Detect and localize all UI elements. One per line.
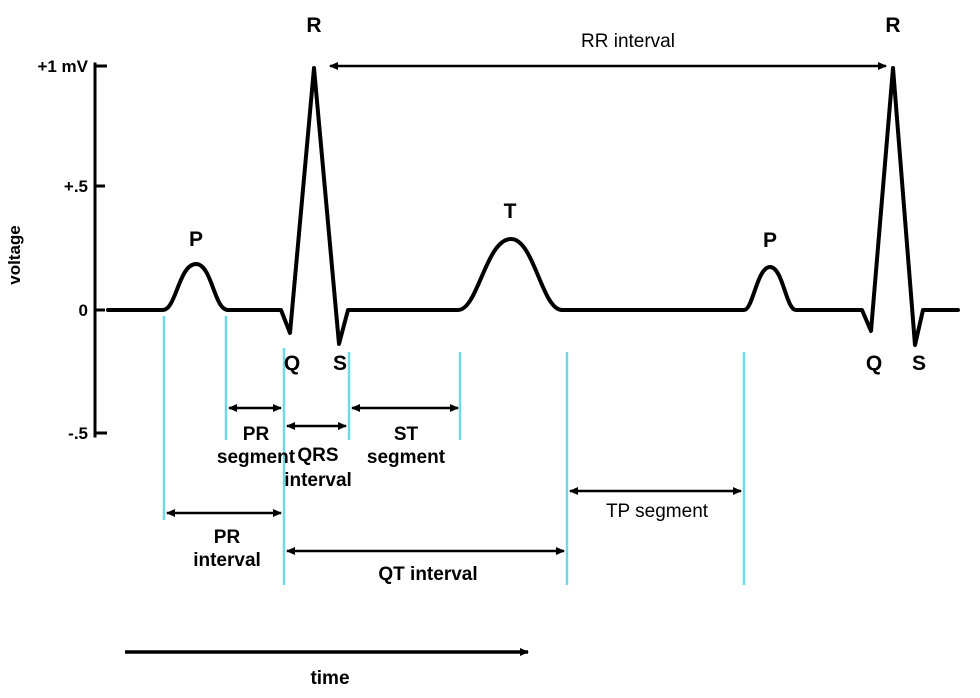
r-wave-label-2: R [885,14,900,37]
qt-interval-label: QT interval [378,564,477,585]
time-axis-label: time [310,668,349,689]
s-wave-label-1: S [333,352,347,375]
qrs-interval-label-line1: QRS [297,445,338,466]
t-wave-label: T [504,200,517,223]
st-segment-label-line2: segment [367,447,446,468]
rr-interval-label: RR interval [581,31,675,52]
tp-segment-label: TP segment [606,501,709,522]
pr-segment-label-line1: PR [243,424,270,445]
tick-label-minus05: -.5 [68,424,88,443]
pr-interval-label-line1: PR [214,527,241,548]
q-wave-label-2: Q [866,352,882,375]
ecg-trace [106,66,960,347]
voltage-axis-label: voltage [5,225,24,285]
r-wave-label-1: R [306,14,321,37]
p-wave-label-2: P [763,229,777,252]
tick-label-plus1mv: +1 mV [37,57,88,76]
tick-label-plus05: +.5 [64,177,88,196]
pr-interval-label-line2: interval [193,550,261,571]
s-wave-label-2: S [912,352,926,375]
pr-segment-label-line2: segment [217,447,296,468]
p-wave-label-1: P [189,228,203,251]
tick-label-zero: 0 [79,301,88,320]
st-segment-label-line1: ST [394,424,419,445]
q-wave-label-1: Q [284,352,300,375]
qrs-interval-label-line2: interval [284,470,352,491]
